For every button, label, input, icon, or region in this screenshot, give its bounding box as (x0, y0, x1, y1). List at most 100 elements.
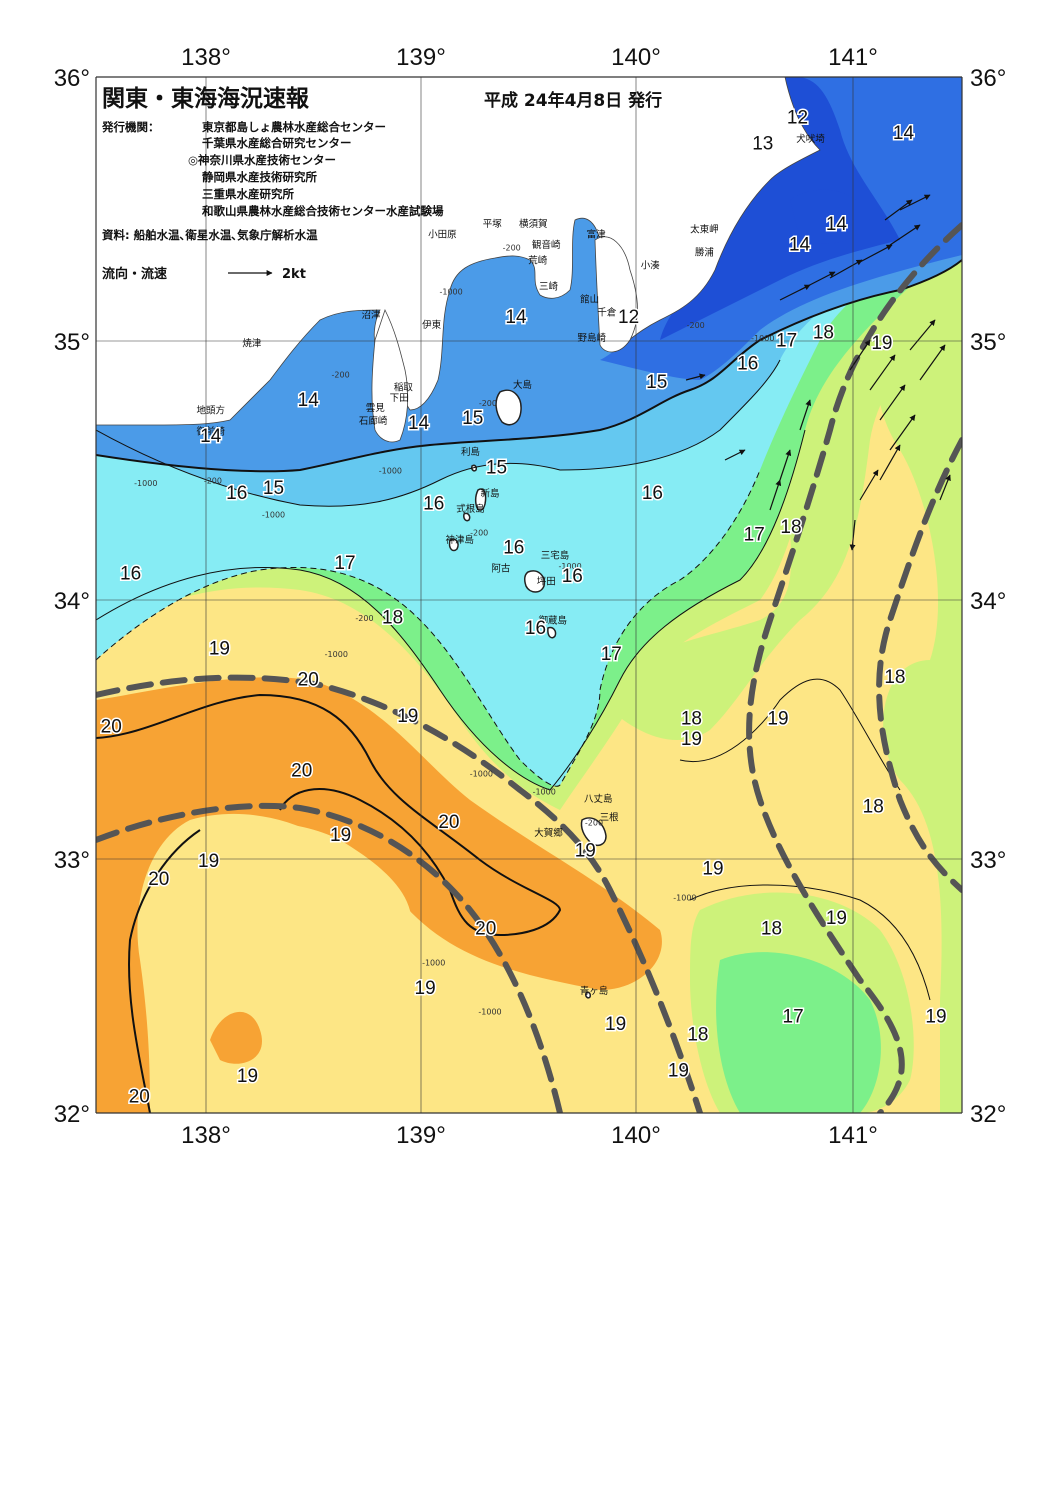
isotherm-label: 14 (826, 214, 848, 235)
current-vector (869, 354, 896, 391)
isotherm-label: 18 (780, 517, 801, 538)
island-niijima (474, 488, 487, 511)
island-shikinejima (463, 512, 471, 522)
graticule (95, 76, 963, 1114)
current-vector (859, 244, 893, 263)
island-kozushima (448, 538, 459, 552)
isotherm-label: 19 (209, 639, 230, 660)
current-vectors (685, 194, 951, 551)
isotherm-label: 16 (226, 483, 247, 504)
isotherms (96, 259, 962, 1113)
honshu-coast (96, 77, 821, 426)
zone-12 (660, 77, 900, 340)
isotherm-label: 16 (562, 566, 583, 587)
islands (448, 389, 607, 999)
current-vector (859, 469, 879, 501)
isotherm-label: 19 (575, 841, 596, 862)
place-name: 御前崎 (196, 425, 225, 437)
legend-scale: 2kt (282, 267, 306, 282)
isotherm-label: 19 (826, 908, 847, 929)
issuer-item: 東京都島しょ農林水産総合センター (202, 120, 386, 134)
lon-label-top: 141° (828, 44, 878, 71)
issuer-label: 発行機関： (101, 120, 160, 134)
kuroshio-offshore (876, 437, 962, 893)
current-vector (769, 479, 782, 511)
isotherm-label: 14 (505, 307, 527, 328)
isotherm-label: 13 (752, 134, 773, 155)
isotherm-label: 19 (415, 978, 436, 999)
current-vector (829, 259, 863, 279)
isotherm-label: 18 (884, 667, 905, 688)
place-name: 野島崎 (578, 332, 607, 344)
lat-label-left: 32° (54, 1101, 90, 1128)
place-name: 三宅島 (541, 550, 570, 562)
depth-contour-label: -200 (204, 477, 222, 486)
place-name: 勝浦 (695, 247, 715, 259)
place-name: 地頭方 (196, 405, 225, 417)
issuer-item: 和歌山県農林水産総合技術センター水産試験場 (202, 204, 444, 218)
isotherm-label: 19 (397, 706, 418, 727)
place-name: 稲取 (394, 381, 414, 393)
current-vector (939, 474, 951, 501)
zone-12-east (790, 189, 870, 244)
isotherm-label: 19 (681, 729, 702, 750)
zone-18-central (600, 250, 962, 740)
lat-label-right: 34° (970, 588, 1006, 615)
zone-20 (96, 677, 662, 1113)
isotherm-label: 14 (298, 390, 320, 411)
kuroshio-east-loop (746, 222, 962, 1113)
current-vector (889, 224, 921, 246)
izu-peninsula (371, 308, 409, 443)
zone-19-inner (160, 823, 412, 947)
island-mikurajima (547, 626, 557, 639)
header: 関東・東海海況速報 平成 24年4月8日 発行 発行機関： 東京都島しょ農林水産… (101, 85, 662, 242)
depth-contour-label: -1000 (478, 1008, 501, 1017)
current-vector (724, 449, 746, 461)
depth-contour-label: -1000 (262, 510, 285, 519)
place-name: 観音崎 (532, 239, 561, 251)
current-vector (879, 444, 901, 481)
current-vector (685, 373, 706, 381)
lon-label-bottom: 138° (181, 1122, 231, 1149)
place-name: 館山 (580, 293, 599, 305)
isotherm-19-south (689, 884, 931, 1001)
depth-contour-label: -200 (470, 528, 488, 537)
place-name: 御蔵島 (539, 615, 568, 627)
isotherm-label: 19 (702, 859, 723, 880)
current-legend: 流向・流速 2kt (102, 266, 306, 282)
depth-contour-label: -1000 (751, 334, 774, 343)
current-vector (849, 519, 856, 551)
current-vector (919, 344, 946, 381)
isotherm-label: 18 (681, 709, 702, 730)
current-vector (909, 319, 936, 351)
place-name: 沼津 (361, 310, 381, 321)
place-name: 青ヶ島 (580, 985, 609, 997)
place-name: 坪田 (537, 576, 556, 588)
isotherm-label: 19 (668, 1061, 689, 1082)
place-name: 大賀郷 (534, 827, 563, 839)
lon-label-bottom: 139° (396, 1122, 446, 1149)
isotherm-label: 18 (863, 797, 884, 818)
island-oshima (495, 389, 522, 426)
lat-label-left: 36° (54, 65, 90, 92)
boso-peninsula (594, 236, 638, 353)
place-name: 小湊 (641, 260, 661, 272)
place-name: 石廊崎 (359, 415, 388, 427)
kuroshio-north-branch (96, 674, 703, 1113)
place-name: 横須賀 (519, 218, 548, 230)
issuer-item: 千葉県水産総合研究センター (202, 136, 352, 150)
place-name: 平塚 (483, 219, 503, 230)
issuer-item: ◎神奈川県水産技術センター (188, 153, 336, 167)
isotherm-label: 14 (408, 413, 430, 434)
depth-contour-label: -200 (687, 321, 705, 330)
isotherm-label: 15 (486, 457, 507, 478)
lon-label-bottom: 141° (828, 1122, 878, 1149)
place-name: 三根 (600, 811, 620, 823)
isotherm-label: 16 (737, 354, 758, 375)
isotherm-label: 14 (893, 123, 915, 144)
isotherm-label: 20 (291, 760, 312, 781)
isotherm-label: 20 (101, 716, 122, 737)
current-vector (779, 449, 792, 481)
